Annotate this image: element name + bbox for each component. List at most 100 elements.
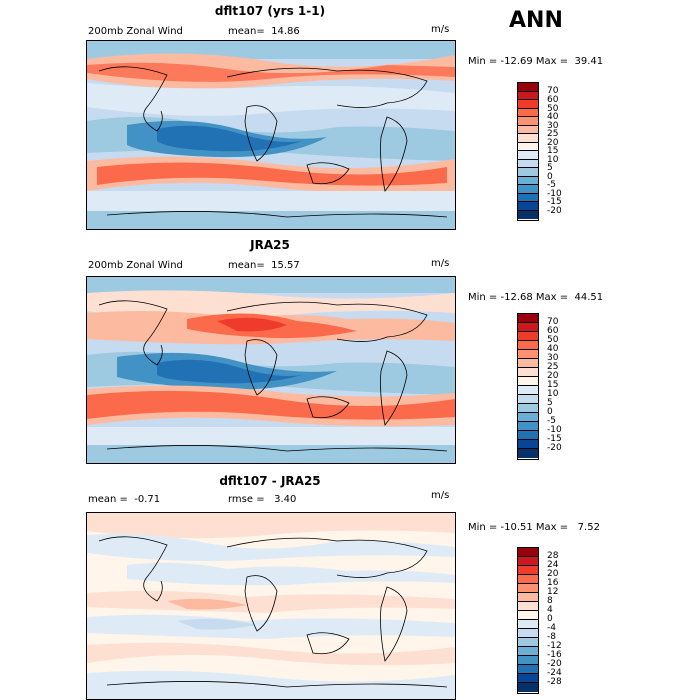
colorbar-tick-label: 50 [547, 335, 559, 345]
colorbar-swatch [518, 314, 538, 323]
colorbar-swatch [518, 134, 538, 143]
colorbar-swatch [518, 683, 538, 692]
colorbar-tick-label: 8 [547, 596, 553, 606]
colorbar-swatch [518, 557, 538, 566]
panel-1-minmax: Min = -12.69 Max = 39.41 [468, 56, 604, 67]
colorbar-swatch [518, 83, 538, 92]
colorbar-swatch [518, 404, 538, 413]
colorbar-swatch [518, 185, 538, 194]
colorbar-tick-label: 10 [547, 155, 559, 165]
colorbar-tick-label: 40 [547, 112, 559, 122]
colorbar-swatch [518, 656, 538, 665]
colorbar-tick-label: -5 [547, 416, 556, 426]
colorbar-tick-label: 15 [547, 380, 559, 390]
panel-2-field-label: 200mb Zonal Wind [88, 260, 183, 271]
colorbar-tick-label: 20 [547, 371, 559, 381]
colorbar-tick-label: 70 [547, 86, 559, 96]
colorbar-tick-label: 60 [547, 326, 559, 336]
colorbar-tick-label: 0 [547, 407, 553, 417]
colorbar-tick-label: -8 [547, 632, 556, 642]
colorbar-tick-label: 30 [547, 353, 559, 363]
colorbar-swatch [518, 395, 538, 404]
panel-1-map [86, 40, 456, 230]
colorbar-tick-label: 24 [547, 560, 559, 570]
panel-2-minmax: Min = -12.68 Max = 44.51 [468, 292, 604, 303]
panel-3-minmax: Min = -10.51 Max = 7.52 [468, 522, 600, 533]
colorbar-tick-label: -10 [547, 425, 562, 435]
colorbar-tick-label: -20 [547, 659, 562, 669]
colorbar-tick-label: 30 [547, 121, 559, 131]
colorbar-tick-label: 15 [547, 146, 559, 156]
colorbar-swatch [518, 665, 538, 674]
colorbar-swatch [518, 440, 538, 449]
colorbar-tick-label: -24 [547, 668, 562, 678]
colorbar-tick-label: 40 [547, 344, 559, 354]
colorbar-swatch [518, 647, 538, 656]
colorbar-swatch [518, 332, 538, 341]
colorbar-swatch [518, 125, 538, 134]
colorbar-swatch [518, 100, 538, 109]
panel-3-colorbar [517, 547, 539, 694]
colorbar-swatch [518, 159, 538, 168]
colorbar-tick-label: 50 [547, 104, 559, 114]
panel-2-contour-field [87, 277, 455, 463]
colorbar-swatch [518, 142, 538, 151]
colorbar-swatch [518, 611, 538, 620]
colorbar-tick-label: -20 [547, 206, 562, 216]
panel-2-title: JRA25 [250, 238, 290, 252]
colorbar-tick-label: 0 [547, 614, 553, 624]
panel-2-mean-label: mean= 15.57 [228, 260, 300, 271]
panel-1-units: m/s [431, 24, 450, 35]
colorbar-tick-label: 10 [547, 389, 559, 399]
colorbar-swatch [518, 593, 538, 602]
colorbar-swatch [518, 91, 538, 100]
colorbar-tick-label: 20 [547, 569, 559, 579]
colorbar-tick-label: -4 [547, 623, 556, 633]
colorbar-tick-label: 5 [547, 398, 553, 408]
panel-3-map [86, 512, 456, 700]
panel-2-map [86, 276, 456, 464]
panel-1-field-label: 200mb Zonal Wind [88, 26, 183, 37]
colorbar-tick-label: -5 [547, 180, 556, 190]
colorbar-swatch [518, 602, 538, 611]
colorbar-swatch [518, 377, 538, 386]
colorbar-swatch [518, 350, 538, 359]
colorbar-swatch [518, 566, 538, 575]
colorbar-swatch [518, 575, 538, 584]
panel-3-contour-field [87, 513, 455, 699]
colorbar-swatch [518, 422, 538, 431]
panel-2-colorbar [517, 313, 539, 460]
colorbar-swatch [518, 359, 538, 368]
colorbar-tick-label: -28 [547, 677, 562, 687]
panel-1-title: dflt107 (yrs 1-1) [214, 4, 326, 18]
colorbar-tick-label: 12 [547, 587, 559, 597]
colorbar-tick-label: 0 [547, 172, 553, 182]
colorbar-swatch [518, 168, 538, 177]
colorbar-swatch [518, 620, 538, 629]
colorbar-tick-label: 16 [547, 578, 559, 588]
colorbar-swatch [518, 193, 538, 202]
colorbar-tick-label: -15 [547, 197, 562, 207]
colorbar-swatch [518, 368, 538, 377]
colorbar-tick-label: -12 [547, 641, 562, 651]
colorbar-swatch [518, 202, 538, 211]
colorbar-swatch [518, 629, 538, 638]
panel-1-mean-label: mean= 14.86 [228, 26, 300, 37]
colorbar-swatch [518, 323, 538, 332]
colorbar-swatch [518, 431, 538, 440]
panel-1-colorbar [517, 82, 539, 221]
panel-3-units: m/s [431, 490, 450, 501]
colorbar-tick-label: 25 [547, 129, 559, 139]
colorbar-swatch [518, 117, 538, 126]
colorbar-swatch [518, 176, 538, 185]
colorbar-tick-label: 28 [547, 551, 559, 561]
colorbar-swatch [518, 108, 538, 117]
colorbar-tick-label: -10 [547, 189, 562, 199]
colorbar-swatch [518, 638, 538, 647]
panel-2-units: m/s [431, 258, 450, 269]
colorbar-tick-label: 5 [547, 163, 553, 173]
colorbar-swatch [518, 674, 538, 683]
colorbar-tick-label: 20 [547, 138, 559, 148]
colorbar-swatch [518, 341, 538, 350]
colorbar-tick-label: 60 [547, 95, 559, 105]
